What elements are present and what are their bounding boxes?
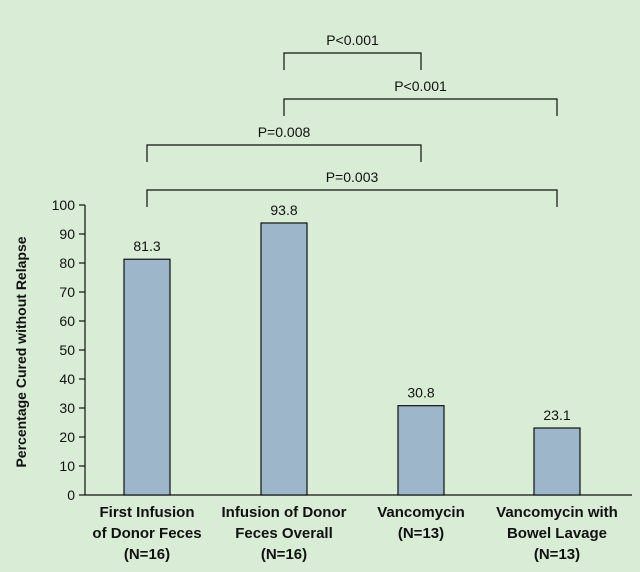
bar — [398, 406, 444, 495]
y-tick-label: 50 — [59, 342, 75, 358]
p-value-label: P=0.003 — [326, 169, 379, 185]
y-tick-label: 0 — [67, 487, 75, 503]
bar-value-label: 81.3 — [133, 238, 160, 254]
bar — [261, 223, 307, 495]
significance-bracket — [147, 190, 557, 207]
y-tick-label: 60 — [59, 313, 75, 329]
bar-value-label: 30.8 — [407, 385, 434, 401]
y-tick-label: 70 — [59, 284, 75, 300]
y-tick-label: 10 — [59, 458, 75, 474]
bar — [534, 428, 580, 495]
y-tick-label: 20 — [59, 429, 75, 445]
x-category-label: (N=13) — [398, 525, 444, 542]
x-category-label: Vancomycin with — [496, 504, 618, 521]
bar — [124, 259, 170, 495]
x-category-label: of Donor Feces — [92, 525, 201, 542]
significance-bracket — [284, 99, 557, 116]
bar-value-label: 93.8 — [270, 202, 297, 218]
p-value-label: P<0.001 — [326, 32, 379, 48]
y-tick-label: 100 — [52, 197, 76, 213]
x-category-label: Vancomycin — [377, 504, 465, 521]
x-category-label: (N=16) — [124, 546, 170, 563]
bar-value-label: 23.1 — [543, 407, 570, 423]
x-category-label: Bowel Lavage — [507, 525, 607, 542]
p-value-label: P=0.008 — [258, 124, 311, 140]
p-value-label: P<0.001 — [394, 78, 447, 94]
y-tick-label: 30 — [59, 400, 75, 416]
y-tick-label: 80 — [59, 255, 75, 271]
significance-bracket — [147, 145, 421, 162]
x-category-label: (N=16) — [261, 546, 307, 563]
x-category-label: Infusion of Donor — [222, 504, 347, 521]
significance-bracket — [284, 53, 421, 70]
y-tick-label: 90 — [59, 226, 75, 242]
x-category-label: (N=13) — [534, 546, 580, 563]
y-axis-label: Percentage Cured without Relapse — [13, 236, 29, 467]
x-category-label: First Infusion — [100, 504, 195, 521]
x-category-label: Feces Overall — [235, 525, 333, 542]
y-tick-label: 40 — [59, 371, 75, 387]
